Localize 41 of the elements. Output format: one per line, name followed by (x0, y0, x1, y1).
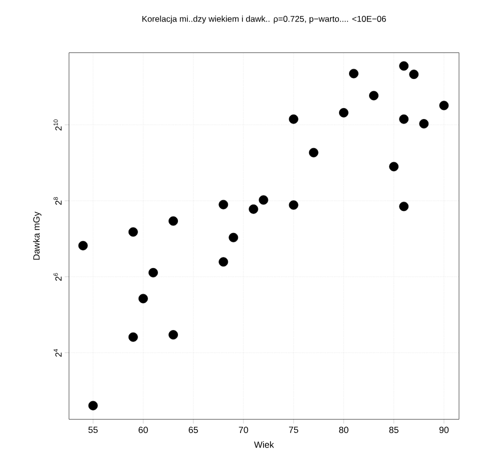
point (288, 114, 298, 124)
point (288, 200, 298, 210)
x-tick-label: 55 (88, 426, 98, 433)
x-tick-label: 70 (238, 426, 248, 434)
point (399, 61, 409, 71)
point (409, 70, 419, 80)
point (138, 294, 148, 304)
point (399, 114, 409, 124)
point (168, 216, 178, 226)
point (78, 240, 88, 250)
point (439, 100, 449, 110)
point (218, 200, 228, 210)
y-axis-title: Dawka mGy (33, 212, 42, 260)
point (419, 119, 429, 128)
point (389, 162, 399, 172)
point (369, 90, 378, 100)
point (339, 108, 348, 118)
x-axis-title: Wiek (254, 441, 274, 448)
point (228, 232, 238, 242)
x-tick-label: 80 (339, 426, 348, 434)
y-tick-label: 2$^{8}$ (54, 197, 62, 205)
point (399, 202, 409, 212)
point (168, 330, 178, 340)
x-tick-label: 60 (138, 426, 148, 434)
x-tick-label: 85 (389, 426, 398, 434)
point (248, 204, 258, 214)
point (148, 268, 158, 278)
point (128, 332, 138, 342)
y-tick-label: 2$^{10}$ (54, 120, 62, 130)
point (349, 68, 358, 78)
point (88, 400, 98, 410)
point (218, 257, 228, 267)
y-tick-label: 2$^{6}$ (54, 273, 62, 281)
point (128, 227, 138, 237)
x-tick-label: 90 (439, 426, 449, 434)
chart-title: Korelacja mi..dzy wiekiem i dawk.. ρ=0.725, p−warto.... <10E−06 (142, 16, 386, 24)
point (308, 148, 318, 158)
y-tick-label: 2$^{4}$ (54, 349, 62, 357)
x-tick-label: 65 (188, 426, 198, 434)
point (258, 195, 268, 205)
x-tick-label: 75 (289, 426, 298, 433)
